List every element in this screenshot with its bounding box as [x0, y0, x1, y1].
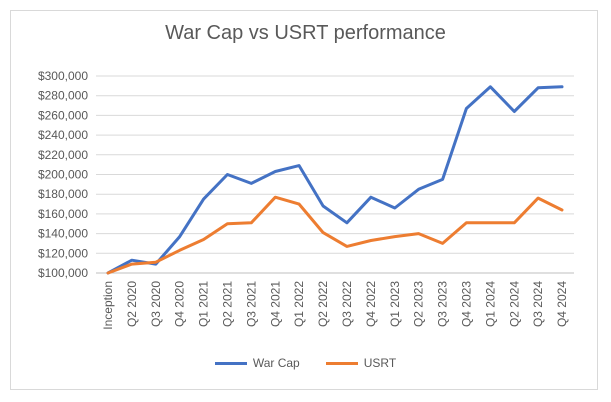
legend-label: War Cap: [252, 356, 300, 370]
chart-frame: [10, 10, 598, 390]
y-tick-label: $160,000: [38, 207, 88, 221]
x-tick-label: Q4 2024: [555, 281, 569, 327]
legend-item: USRT: [325, 356, 397, 370]
x-tick-label: Q3 2020: [149, 281, 163, 327]
x-tick-label: Q3 2023: [436, 281, 450, 327]
legend-label: USRT: [363, 356, 397, 370]
x-tick-label: Q1 2024: [483, 281, 497, 327]
x-tick-label: Q1 2022: [292, 281, 306, 327]
x-tick-label: Q2 2024: [507, 281, 521, 327]
legend-swatch: [214, 361, 247, 365]
legend-swatch: [325, 361, 358, 365]
y-tick-label: $200,000: [38, 168, 88, 182]
x-tick-label: Inception: [101, 281, 115, 330]
x-tick-label: Q3 2024: [531, 281, 545, 327]
x-tick-label: Q4 2022: [364, 281, 378, 327]
x-tick-label: Q2 2023: [412, 281, 426, 327]
y-tick-label: $240,000: [38, 128, 88, 142]
legend-item: War Cap: [214, 356, 300, 370]
x-tick-label: Q2 2021: [220, 281, 234, 327]
x-tick-label: Q4 2023: [459, 281, 473, 327]
x-tick-label: Q4 2021: [268, 281, 282, 327]
y-tick-label: $140,000: [38, 227, 88, 241]
y-tick-label: $100,000: [38, 266, 88, 280]
x-tick-label: Q2 2020: [125, 281, 139, 327]
x-tick-label: Q2 2022: [316, 281, 330, 327]
y-tick-label: $220,000: [38, 148, 88, 162]
y-tick-label: $260,000: [38, 108, 88, 122]
series-line-war-cap: [106, 85, 564, 275]
y-tick-label: $300,000: [38, 69, 88, 83]
series-line-usrt: [106, 195, 564, 275]
x-tick-label: Q1 2021: [197, 281, 211, 327]
y-tick-label: $120,000: [38, 246, 88, 260]
x-tick-label: Q3 2021: [244, 281, 258, 327]
y-tick-label: $280,000: [38, 89, 88, 103]
x-tick-label: Q4 2020: [173, 281, 187, 327]
x-tick-label: Q3 2022: [340, 281, 354, 327]
chart-title: War Cap vs USRT performance: [165, 22, 446, 44]
legend: War Cap USRT: [0, 356, 611, 370]
x-tick-label: Q1 2023: [388, 281, 402, 327]
y-tick-label: $180,000: [38, 187, 88, 201]
